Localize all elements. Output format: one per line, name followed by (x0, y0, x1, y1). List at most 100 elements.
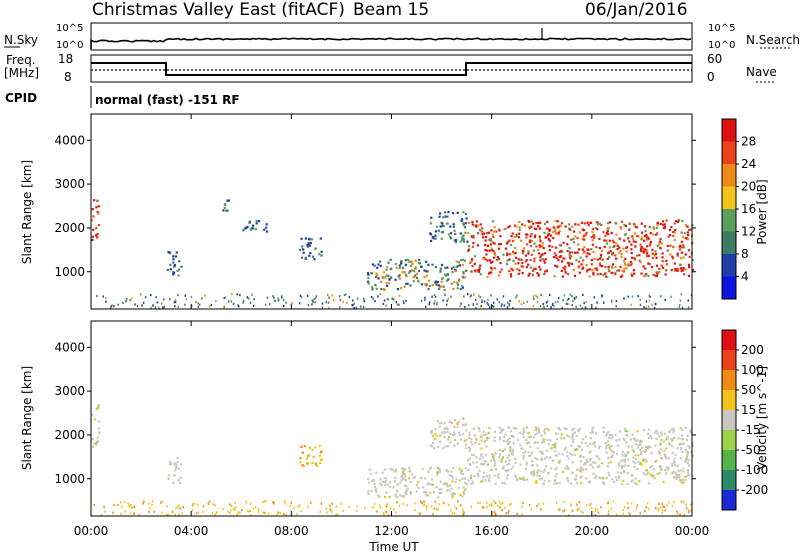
range-cell (404, 474, 407, 477)
range-cell (475, 438, 478, 442)
range-cell (659, 465, 662, 468)
range-cell (558, 462, 561, 465)
range-cell (483, 460, 486, 463)
range-cell (439, 268, 442, 272)
range-cell (166, 268, 169, 272)
range-cell (581, 468, 585, 471)
ground-scatter-cell (315, 295, 318, 298)
ground-scatter-cell (414, 502, 416, 505)
range-cell (435, 283, 438, 286)
range-cell (429, 444, 432, 447)
ground-scatter-cell (522, 501, 524, 504)
range-cell (459, 240, 462, 243)
range-cell (611, 435, 614, 438)
range-cell (510, 430, 513, 433)
ground-scatter-cell (535, 294, 537, 297)
range-cell (557, 259, 560, 262)
range-cell (493, 464, 496, 467)
range-cell (518, 220, 521, 224)
range-cell (593, 258, 596, 261)
range-cell (450, 474, 453, 478)
ground-scatter-cell (387, 513, 390, 516)
range-cell (654, 274, 657, 277)
ground-scatter-cell (479, 296, 481, 299)
ground-scatter-cell (649, 295, 651, 298)
range-cell (394, 278, 397, 281)
ground-scatter-cell (130, 503, 132, 507)
range-cell (543, 457, 547, 460)
range-cell (664, 455, 667, 458)
range-cell (409, 491, 412, 494)
range-cell (687, 263, 690, 266)
range-cell (440, 237, 443, 240)
range-cell (458, 468, 461, 471)
range-cell (472, 236, 475, 239)
range-cell (97, 205, 100, 208)
range-cell (521, 252, 524, 255)
range-cell (471, 482, 474, 485)
range-cell (638, 480, 641, 483)
range-cell (498, 436, 501, 439)
range-cell (681, 220, 684, 223)
range-cell (655, 226, 658, 229)
range-cell (173, 263, 177, 267)
range-cell (568, 246, 571, 250)
ground-scatter-cell (150, 294, 152, 297)
range-cell (623, 458, 627, 461)
range-cell (665, 438, 668, 441)
range-cell (299, 457, 302, 460)
ground-scatter-cell (96, 294, 98, 298)
range-cell (318, 253, 321, 256)
range-cell (434, 281, 437, 284)
range-cell (592, 426, 595, 429)
range-cell (618, 430, 621, 433)
range-cell (545, 449, 548, 452)
range-cell (649, 240, 652, 243)
range-cell (177, 268, 181, 271)
range-cell (368, 468, 371, 471)
ground-scatter-cell (307, 505, 309, 508)
ground-scatter-cell (661, 512, 663, 515)
ground-scatter-cell (174, 299, 177, 302)
range-cell (410, 260, 413, 263)
range-cell (675, 477, 678, 480)
range-cell (485, 232, 489, 235)
range-cell (177, 479, 180, 482)
range-cell (547, 429, 551, 432)
range-cell (680, 480, 683, 483)
ground-scatter-cell (475, 307, 477, 310)
range-cell (482, 257, 485, 260)
range-cell (588, 480, 592, 483)
ground-scatter-cell (582, 511, 584, 514)
range-cell (607, 268, 610, 271)
range-cell (438, 215, 441, 218)
range-cell (488, 474, 491, 477)
range-cell (678, 474, 681, 477)
range-cell (646, 238, 649, 241)
range-cell (515, 225, 518, 228)
range-cell (680, 246, 684, 249)
range-cell (474, 224, 477, 227)
range-cell (543, 222, 547, 225)
range-cell (530, 451, 534, 454)
range-cell (373, 486, 376, 489)
range-cell (633, 258, 636, 261)
ground-scatter-cell (355, 306, 357, 309)
range-cell (479, 264, 482, 267)
range-cell (458, 264, 461, 267)
ground-scatter-cell (247, 297, 250, 300)
range-cell (532, 249, 535, 252)
range-cell (174, 469, 177, 472)
range-cell (585, 468, 588, 471)
range-cell (563, 427, 566, 430)
range-cell (512, 239, 515, 242)
range-cell (176, 460, 179, 464)
range-cell (596, 269, 599, 272)
range-cell (679, 469, 682, 472)
range-cell (519, 463, 522, 466)
ground-scatter-cell (563, 294, 566, 297)
range-cell (508, 441, 511, 444)
range-cell (631, 479, 634, 482)
ground-scatter-cell (133, 505, 135, 509)
range-cell (417, 486, 420, 490)
